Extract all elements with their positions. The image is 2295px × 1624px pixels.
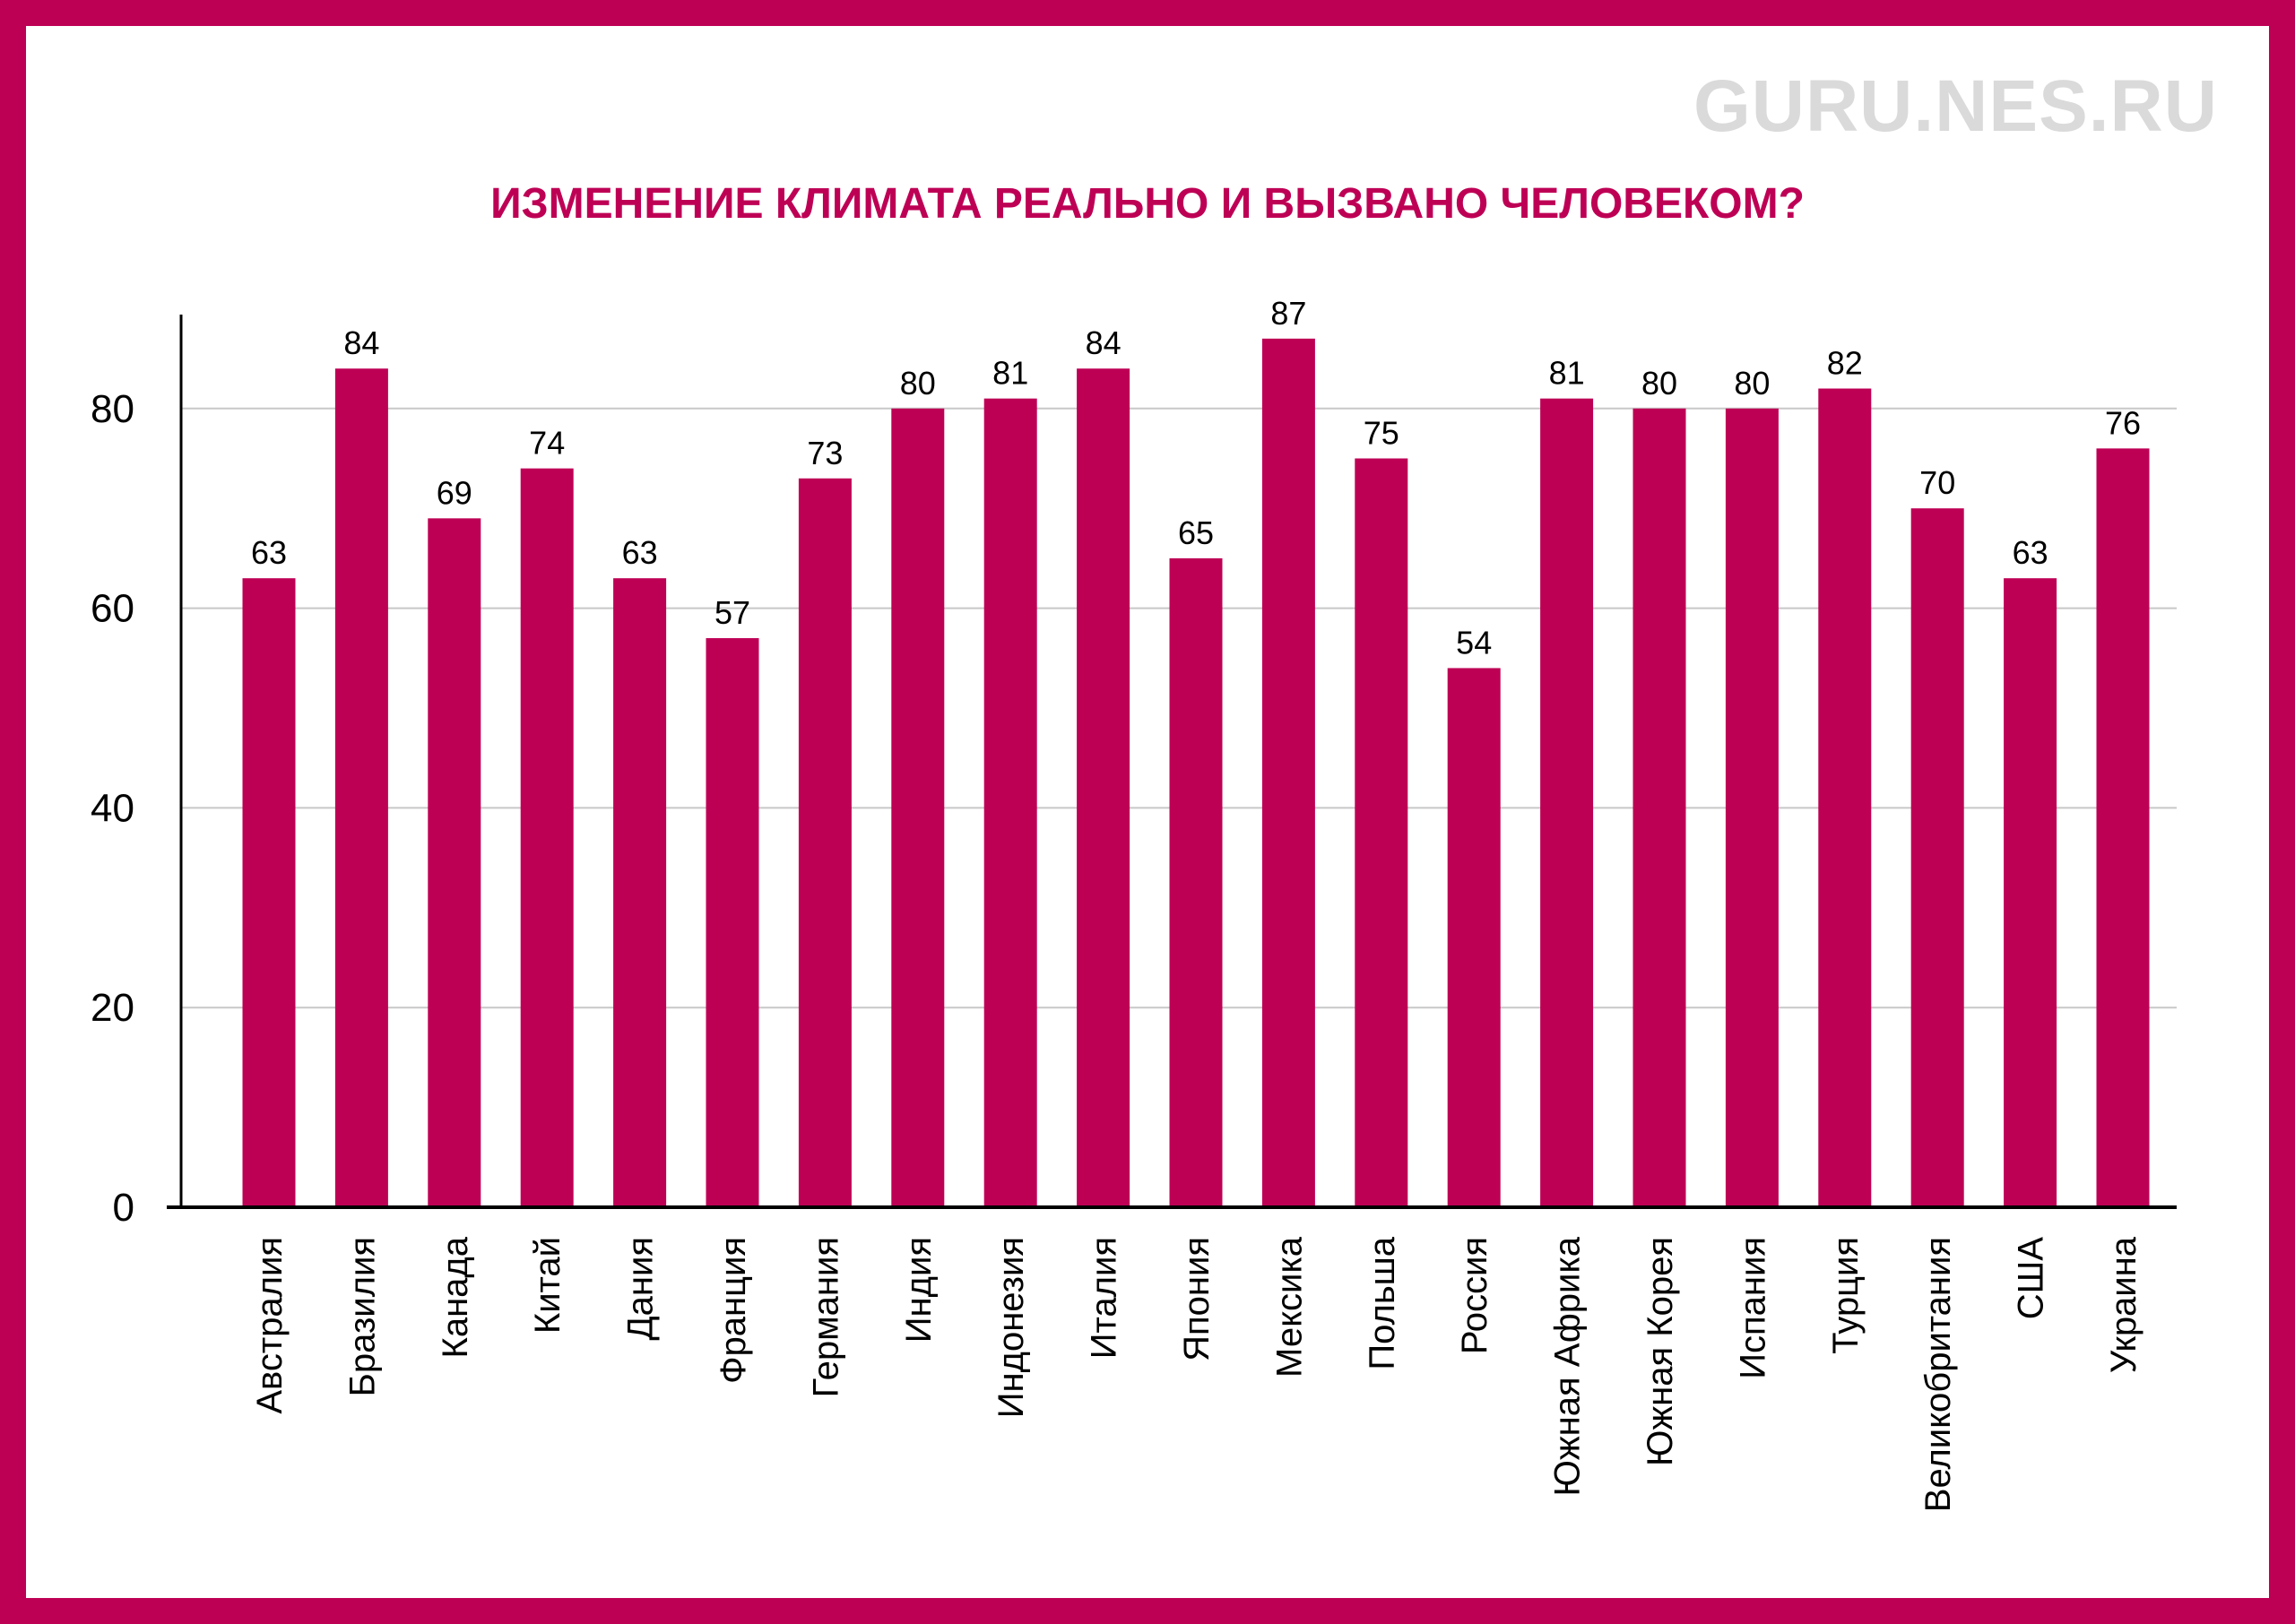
- bar-Южная Корея: [1632, 408, 1686, 1207]
- data-label: 63: [2013, 534, 2048, 571]
- bar-Россия: [1447, 668, 1501, 1207]
- data-label: 80: [900, 365, 936, 402]
- x-tick-label: Мексика: [1269, 1236, 1309, 1378]
- data-label: 65: [1178, 514, 1214, 551]
- bar-Индонезия: [983, 398, 1037, 1207]
- x-tick-label: Южная Африка: [1548, 1236, 1588, 1496]
- y-tick-label: 60: [91, 587, 134, 631]
- data-label: 87: [1270, 295, 1306, 332]
- x-tick-label: США: [2012, 1237, 2051, 1320]
- x-tick-label: Дания: [621, 1237, 661, 1340]
- chart-title: ИЗМЕНЕНИЕ КЛИМАТА РЕАЛЬНО И ВЫЗВАНО ЧЕЛО…: [490, 180, 1805, 228]
- bar-Франция: [706, 638, 759, 1207]
- data-label: 75: [1364, 415, 1399, 452]
- watermark-logo: GURU.NES.RU: [1693, 65, 2218, 147]
- x-tick-label: Китай: [528, 1237, 567, 1334]
- x-tick-label: Испания: [1733, 1237, 1772, 1379]
- data-label: 70: [1919, 464, 1955, 501]
- data-label: 84: [1086, 324, 1122, 361]
- bar-Дания: [613, 578, 667, 1207]
- bar-Мексика: [1261, 338, 1315, 1207]
- data-label: 74: [529, 425, 565, 462]
- bar-Канада: [428, 518, 481, 1207]
- bar-Польша: [1355, 458, 1408, 1207]
- data-label: 57: [714, 594, 750, 631]
- x-tick-label: Великобритания: [1918, 1237, 1958, 1512]
- data-label: 81: [1549, 355, 1585, 392]
- bar-Испания: [1725, 408, 1779, 1207]
- x-tick-label: Индонезия: [992, 1237, 1031, 1418]
- bar-Украина: [2096, 448, 2150, 1207]
- x-tick-label: Германия: [806, 1237, 845, 1397]
- x-tick-label: Россия: [1455, 1237, 1494, 1354]
- bar-Италия: [1077, 368, 1130, 1207]
- x-tick-label: Украина: [2104, 1236, 2143, 1373]
- data-label: 80: [1641, 365, 1677, 402]
- data-label: 81: [992, 355, 1028, 392]
- y-tick-label: 20: [91, 986, 134, 1030]
- bar-Австралия: [242, 578, 296, 1207]
- x-tick-label: Южная Корея: [1641, 1237, 1680, 1466]
- bar-Китай: [520, 468, 574, 1207]
- data-label: 73: [807, 435, 843, 471]
- y-tick-label: 80: [91, 387, 134, 431]
- x-tick-label: Италия: [1085, 1237, 1124, 1359]
- x-tick-label: Индия: [899, 1237, 939, 1343]
- x-tick-label: Франция: [714, 1237, 753, 1384]
- data-label: 76: [2105, 404, 2141, 441]
- bar-США: [2004, 578, 2057, 1207]
- bar-Индия: [891, 408, 945, 1207]
- x-tick-label: Польша: [1363, 1236, 1402, 1369]
- data-label: 82: [1827, 345, 1863, 382]
- bar-Южная Африка: [1540, 398, 1594, 1207]
- data-label: 84: [343, 324, 379, 361]
- x-tick-label: Турция: [1826, 1237, 1866, 1354]
- y-tick-label: 40: [91, 786, 134, 830]
- y-tick-label: 0: [113, 1186, 134, 1230]
- x-tick-label: Австралия: [250, 1237, 290, 1414]
- x-tick-label: Япония: [1177, 1237, 1217, 1361]
- data-label: 63: [251, 534, 287, 571]
- bar-Германия: [798, 478, 852, 1207]
- bar-Турция: [1818, 388, 1872, 1207]
- bar-Бразилия: [334, 368, 388, 1207]
- x-tick-label: Бразилия: [342, 1237, 382, 1396]
- data-label: 54: [1456, 624, 1492, 661]
- chart-frame: [26, 26, 2269, 1598]
- bar-Великобритания: [1910, 508, 1964, 1207]
- data-label: 80: [1734, 365, 1770, 402]
- x-tick-label: Канада: [436, 1236, 475, 1358]
- data-label: 63: [622, 534, 658, 571]
- data-label: 69: [437, 474, 472, 511]
- bar-Япония: [1169, 557, 1223, 1207]
